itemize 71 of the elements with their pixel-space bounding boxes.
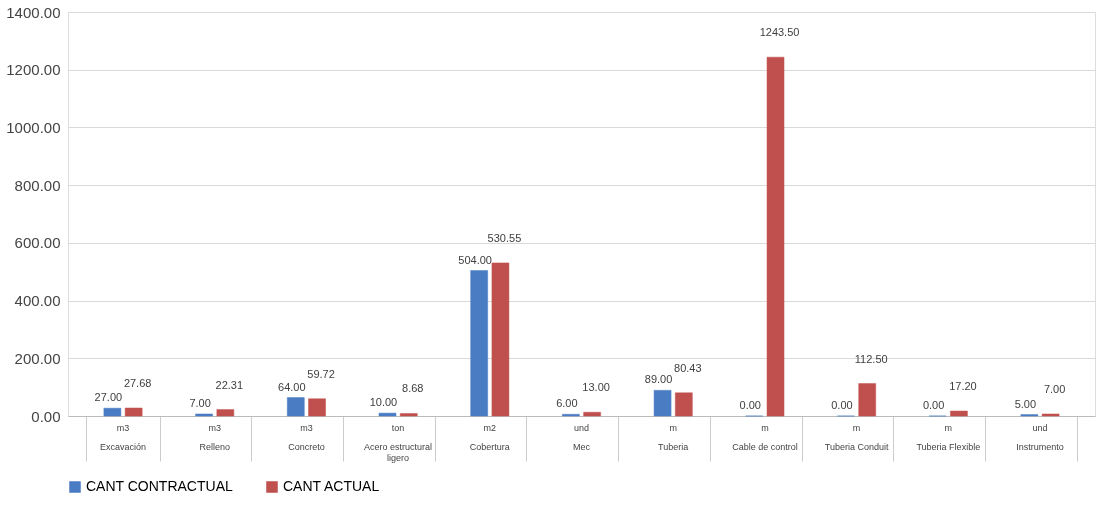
data-label: 0.00 <box>922 399 945 411</box>
bar <box>766 56 785 417</box>
bar <box>124 407 143 417</box>
x-tick-label: Tuberia Conduit <box>824 442 889 452</box>
text: m2 <box>483 423 497 433</box>
bar <box>858 383 876 417</box>
bar <box>195 413 213 417</box>
data-label: 22.31 <box>215 378 244 391</box>
text: m3 <box>116 423 130 433</box>
bar <box>583 412 601 417</box>
data-label: 7.00 <box>1043 382 1066 395</box>
bar <box>216 409 235 417</box>
x-tick-label: Tuberia <box>658 442 689 452</box>
y-tick-label: 800.00 <box>14 176 61 194</box>
x-tick-label: Tuberia Flexible <box>916 442 981 452</box>
text: und <box>1032 423 1048 433</box>
data-label: 0.00 <box>739 399 761 411</box>
y-tick-label: 0.00 <box>31 407 61 425</box>
text: m <box>944 423 953 433</box>
data-label: 504.00 <box>458 253 492 266</box>
bar <box>378 412 397 417</box>
bar <box>470 270 488 417</box>
bar <box>1041 413 1060 417</box>
data-label: 17.20 <box>949 380 977 393</box>
bar <box>103 407 122 417</box>
bar <box>287 397 305 417</box>
bar <box>675 392 693 417</box>
y-tick-label: 1200.00 <box>6 61 61 79</box>
data-label: 112.50 <box>854 352 888 365</box>
data-label: 80.43 <box>674 361 702 374</box>
x-tick-label: Acero estructural ligero <box>364 442 433 463</box>
data-label: 10.00 <box>369 396 398 409</box>
text: m <box>761 423 769 433</box>
y-tick-label: 1000.00 <box>6 118 61 136</box>
text: m3 <box>208 423 221 433</box>
y-tick-label: 600.00 <box>14 234 61 252</box>
data-label: 64.00 <box>278 380 306 393</box>
data-label: 6.00 <box>556 397 578 410</box>
data-label: 7.00 <box>189 396 211 409</box>
x-tick-label: Mec <box>572 442 591 452</box>
x-tick-label: Instrumento <box>1016 442 1064 452</box>
bar <box>950 410 968 417</box>
text: m <box>852 423 861 433</box>
text: ton <box>391 423 405 433</box>
bar <box>399 413 418 417</box>
bar <box>491 262 510 417</box>
y-tick-label: 200.00 <box>14 349 61 367</box>
text: m <box>669 423 677 433</box>
legend-label: CANT ACTUAL <box>283 478 380 494</box>
x-tick-label: Relleno <box>199 442 230 452</box>
data-label: 13.00 <box>582 381 610 394</box>
legend-label: CANT CONTRACTUAL <box>86 478 233 494</box>
y-tick-label: 400.00 <box>14 292 61 310</box>
data-label: 8.68 <box>402 382 424 395</box>
data-label: 89.00 <box>644 373 673 386</box>
bar <box>308 398 326 417</box>
data-label: 27.00 <box>94 391 123 404</box>
data-label: 59.72 <box>307 367 335 380</box>
text: m3 <box>300 423 313 433</box>
x-tick-label: Cobertura <box>469 442 510 452</box>
data-label: 27.68 <box>123 377 152 390</box>
text: und <box>573 423 590 433</box>
x-tick-label: Excavación <box>100 442 147 452</box>
x-tick-label: Concreto <box>288 442 325 452</box>
x-tick-label: Cable de control <box>732 442 798 452</box>
bar <box>653 390 672 417</box>
data-label: 0.00 <box>831 399 853 411</box>
data-label: 1243.50 <box>759 26 800 39</box>
data-label: 530.55 <box>487 231 522 244</box>
y-tick-label: 1400.00 <box>6 3 61 21</box>
data-label: 5.00 <box>1014 397 1037 410</box>
